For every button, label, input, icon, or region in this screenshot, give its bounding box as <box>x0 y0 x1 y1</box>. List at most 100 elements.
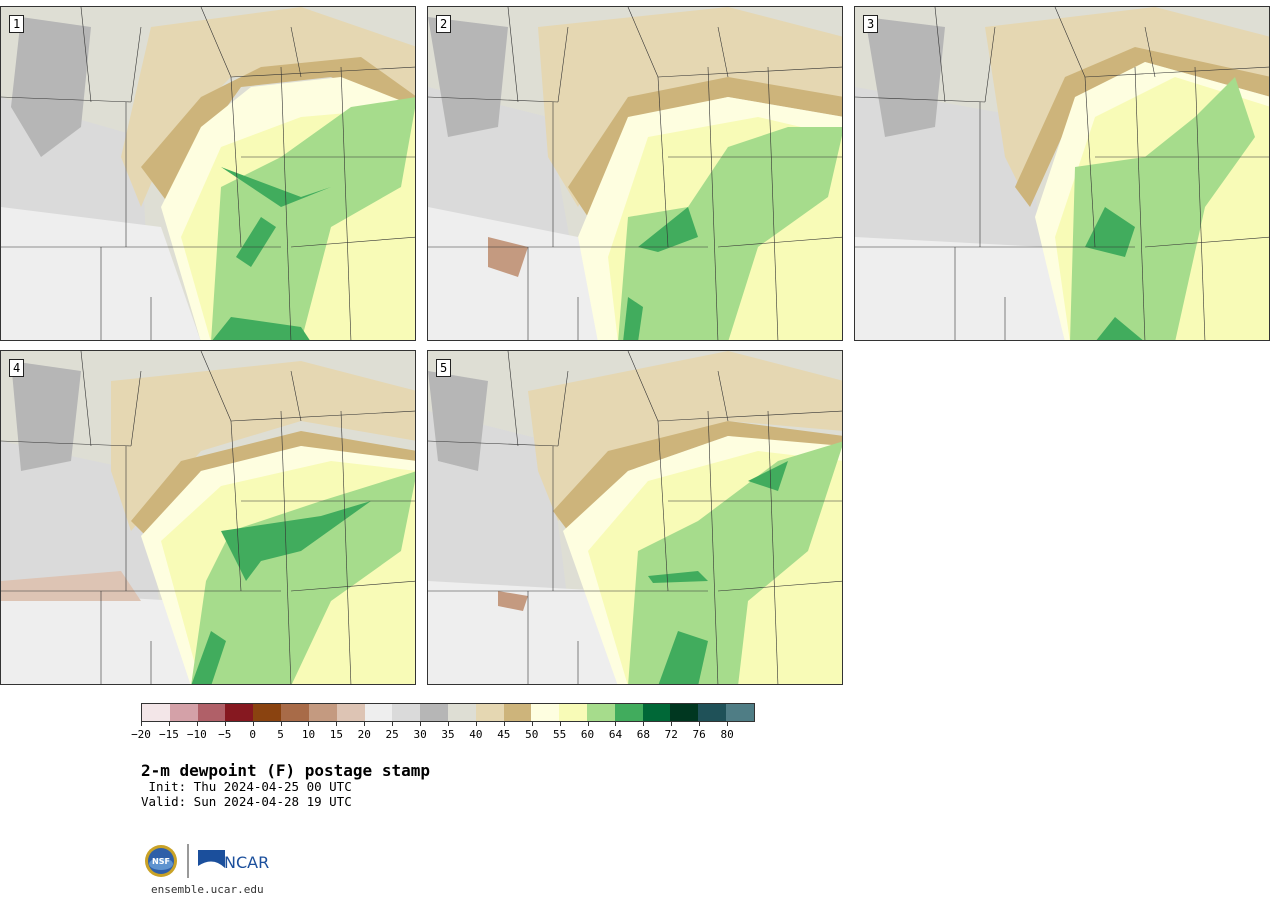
colorbar-segment <box>169 704 198 721</box>
state-boundary <box>1134 66 1146 340</box>
colorbar-segment <box>642 704 671 721</box>
state-boundary <box>428 96 559 103</box>
dewpoint-region <box>1070 77 1255 340</box>
ncar-logo: NCAR <box>198 850 269 872</box>
colorbar-tick <box>671 722 673 726</box>
colorbar-tick-label: 76 <box>692 728 706 741</box>
dewpoint-region <box>553 421 842 531</box>
colorbar-segment <box>197 704 226 721</box>
state-boundary <box>1144 26 1156 78</box>
dewpoint-region <box>11 361 81 471</box>
state-boundary <box>855 96 986 103</box>
colorbar-tick-label: 15 <box>329 728 343 741</box>
colorbar-ticks: −20 −15 −10 −5 0 5 10 15 20 25 30 35 40 45 50 55 60 64 68 7… <box>131 722 755 742</box>
colorbar-tick-label: 60 <box>580 728 595 741</box>
state-boundary <box>290 580 415 592</box>
state-boundary <box>230 76 242 248</box>
state-boundary <box>80 7 92 103</box>
dewpoint-region <box>498 591 528 611</box>
state-boundary <box>717 370 729 422</box>
state-boundary <box>557 26 569 103</box>
colorbar-tick <box>280 722 282 726</box>
colorbar-tick-label: 45 <box>497 728 511 741</box>
colorbar-tick <box>336 722 338 726</box>
state-boundary <box>507 7 519 103</box>
dewpoint-region <box>236 217 276 267</box>
state-boundary <box>230 420 242 592</box>
dewpoint-region <box>11 17 91 157</box>
dewpoint-region <box>191 471 415 684</box>
dewpoint-region <box>528 351 842 521</box>
dewpoint-region <box>428 17 508 137</box>
state-boundary <box>717 236 842 248</box>
dewpoint-region <box>748 461 788 491</box>
colorbar-tick-label: 25 <box>385 728 399 741</box>
dewpoint-region <box>1 207 201 340</box>
dewpoint-map <box>1 7 415 340</box>
state-boundary <box>717 580 842 592</box>
state-boundary <box>767 66 779 340</box>
colorbar-tick-label: 50 <box>525 728 539 741</box>
colorbar-tick-label: −5 <box>218 728 232 741</box>
map-panel-4: 4 <box>0 350 416 685</box>
dewpoint-region <box>648 571 708 583</box>
init-time: Init: Thu 2024-04-25 00 UTC <box>141 779 352 794</box>
dewpoint-map <box>855 7 1269 340</box>
dewpoint-map <box>1 351 415 684</box>
dewpoint-region <box>121 7 415 207</box>
dewpoint-map <box>428 351 842 684</box>
colorbar-tick <box>420 722 422 726</box>
colorbar-tick <box>503 722 505 726</box>
state-boundary <box>428 440 559 447</box>
state-boundary <box>707 66 719 340</box>
colorbar-tick-label: −10 <box>186 728 207 741</box>
colorbar-tick <box>475 722 477 726</box>
colorbar-tick-label: 10 <box>301 728 316 741</box>
state-boundary <box>80 351 92 447</box>
state-boundary <box>230 66 415 78</box>
colorbar-tick <box>643 722 645 726</box>
dewpoint-region <box>618 127 842 340</box>
dewpoint-region <box>1096 317 1143 340</box>
colorbar-segment <box>420 704 448 721</box>
colorbar-segment <box>559 704 587 721</box>
state-boundary <box>200 351 232 422</box>
colorbar-tick <box>587 722 589 726</box>
dewpoint-region <box>658 631 708 684</box>
colorbar-tick <box>615 722 617 726</box>
dewpoint-map <box>428 7 842 340</box>
colorbar-segment <box>726 704 754 721</box>
dewpoint-region <box>141 57 415 207</box>
colorbar-tick <box>196 722 198 726</box>
colorbar-tick-label: 5 <box>277 728 284 741</box>
colorbar-tick-label: 40 <box>469 728 483 741</box>
colorbar-tick <box>448 722 449 726</box>
dewpoint-region <box>855 237 1065 340</box>
colorbar-segment <box>364 704 393 721</box>
state-boundary <box>1 96 132 103</box>
dewpoint-region <box>1015 47 1269 207</box>
colorbar-tick-label: 68 <box>636 728 650 741</box>
colorbar-tick-label: 55 <box>553 728 567 741</box>
colorbar-tick <box>559 722 561 726</box>
colorbar-tick-label: 30 <box>413 728 427 741</box>
panel-number: 2 <box>436 15 452 33</box>
colorbar-segment <box>308 704 337 721</box>
colorbar-segment <box>253 704 282 721</box>
dewpoint-region <box>623 297 643 340</box>
state-boundary <box>290 26 302 78</box>
state-boundary <box>280 66 292 340</box>
nsf-logo: NSF <box>145 845 177 877</box>
state-boundary <box>290 370 302 422</box>
map-panel-5: 5 <box>427 350 843 685</box>
colorbar-tick-label: 64 <box>608 728 623 741</box>
colorbar-segment <box>503 704 532 721</box>
state-boundary <box>1 440 132 447</box>
dewpoint-region <box>428 371 488 471</box>
dewpoint-region <box>985 7 1269 197</box>
colorbar-segment <box>475 704 504 721</box>
valid-time: Valid: Sun 2024-04-28 19 UTC <box>141 794 352 809</box>
colorbar-tick-label: 80 <box>720 728 734 741</box>
colorbar-tick-label: 0 <box>249 728 256 741</box>
state-boundary <box>1084 66 1269 78</box>
